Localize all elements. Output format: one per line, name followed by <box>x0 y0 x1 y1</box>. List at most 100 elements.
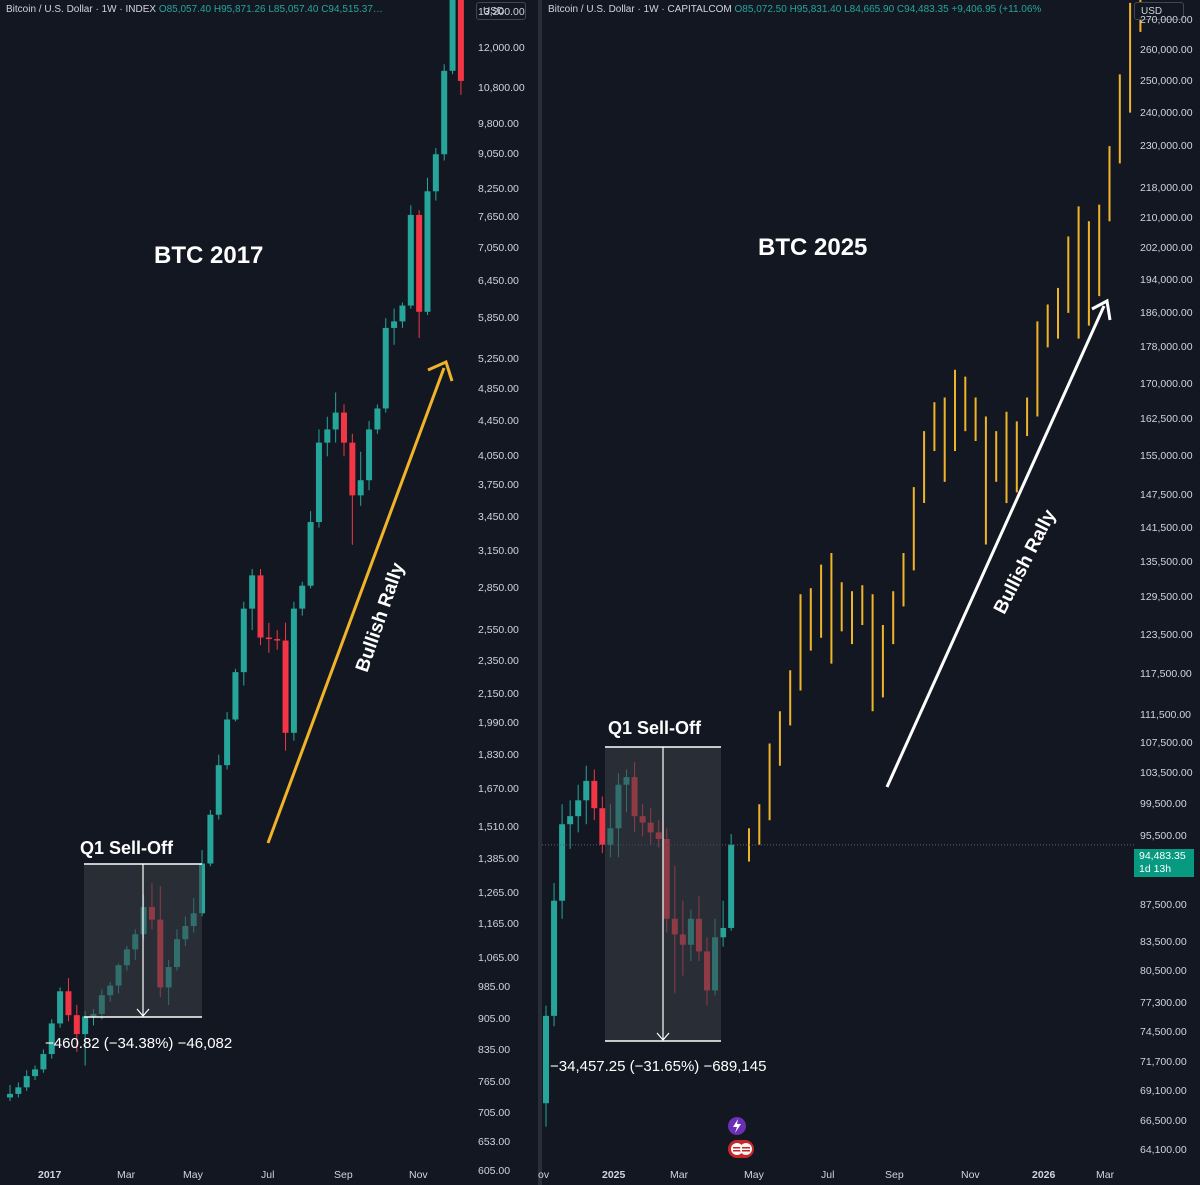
candle-body <box>249 575 256 609</box>
candle-body <box>391 321 398 328</box>
chart-panel-2025[interactable]: Bitcoin / U.S. Dollar · 1W · CAPITALCOM … <box>538 0 1200 1185</box>
price-tick-label: 230,000.00 <box>1140 140 1193 153</box>
last-price-tag: 94,483.35 1d 13h <box>1134 849 1194 877</box>
time-label: 2017 <box>38 1169 62 1181</box>
price-tick-label: 9,050.00 <box>478 148 519 161</box>
price-tick-label: 1,065.00 <box>478 952 519 965</box>
candle-body <box>599 808 606 845</box>
price-tick-label: 135,500.00 <box>1140 555 1193 568</box>
candle-body <box>720 927 727 938</box>
price-tick-label: 1,830.00 <box>478 748 519 761</box>
open-value: O85,057.40 <box>158 4 212 15</box>
high-value: H95,831.40 <box>789 4 842 15</box>
candle-body <box>357 480 364 496</box>
chart-canvas-2025[interactable] <box>542 0 1200 1185</box>
time-label: Sep <box>885 1169 904 1181</box>
chart-title: BTC 2017 <box>154 242 264 269</box>
price-tick-label: 178,000.00 <box>1140 341 1193 354</box>
time-label: Nov <box>961 1169 980 1181</box>
candle-body <box>449 0 456 71</box>
candle-body <box>567 816 574 825</box>
currency-button[interactable]: USD <box>1134 2 1184 20</box>
price-tick-label: 5,850.00 <box>478 312 519 325</box>
candle-body <box>232 672 239 720</box>
symbol-name: Bitcoin / U.S. Dollar · 1W · CAPITALCOM <box>548 4 732 15</box>
low-value: L85,057.40 <box>268 4 319 15</box>
price-tick-label: 1,265.00 <box>478 887 519 900</box>
price-tick-label: 2,150.00 <box>478 688 519 701</box>
selloff-label: Q1 Sell-Off <box>80 838 174 858</box>
selloff-label: Q1 Sell-Off <box>608 718 702 738</box>
price-tick-label: 80,500.00 <box>1140 964 1187 977</box>
price-tick-label: 162,500.00 <box>1140 412 1193 425</box>
price-tick-label: 6,450.00 <box>478 275 519 288</box>
price-tick-label: 64,100.00 <box>1140 1143 1187 1156</box>
panel-divider[interactable] <box>538 0 542 1185</box>
candle-body <box>407 214 414 306</box>
price-tick-label: 4,850.00 <box>478 382 519 395</box>
chart-panel-2017[interactable]: Bitcoin / U.S. Dollar · 1W · INDEX O85,0… <box>0 0 538 1185</box>
candle-body <box>374 408 381 430</box>
candle-body <box>332 412 339 430</box>
price-tick-label: 141,500.00 <box>1140 521 1193 534</box>
price-tick-label: 12,000.00 <box>478 42 525 55</box>
price-tick-label: 13,200.00 <box>478 6 525 19</box>
price-tick-label: 123,500.00 <box>1140 628 1193 641</box>
price-tick-label: 2,350.00 <box>478 654 519 667</box>
chart-canvas-2017[interactable] <box>0 0 538 1185</box>
time-label: Mar <box>117 1169 136 1181</box>
candle-body <box>23 1076 30 1088</box>
candle-body <box>73 1015 80 1035</box>
price-tick-label: 111,500.00 <box>1140 708 1191 721</box>
symbol-name: Bitcoin / U.S. Dollar · 1W · INDEX <box>6 4 157 15</box>
candle-body <box>207 814 214 864</box>
time-label: 2026 <box>1032 1169 1056 1181</box>
candle-body <box>559 824 566 901</box>
price-tick-label: 202,000.00 <box>1140 242 1193 255</box>
candle-body <box>199 863 206 914</box>
price-tick-label: 7,650.00 <box>478 211 519 224</box>
chart-title: BTC 2025 <box>758 234 868 261</box>
price-tick-label: 10,800.00 <box>478 81 525 94</box>
price-tick-label: 99,500.00 <box>1140 798 1187 811</box>
candle-body <box>265 637 272 640</box>
price-tick-label: 170,000.00 <box>1140 377 1193 390</box>
candle-body <box>324 429 331 443</box>
price-tick-label: 83,500.00 <box>1140 935 1187 948</box>
candle-body <box>257 575 264 638</box>
price-tick-label: 210,000.00 <box>1140 211 1193 224</box>
price-tick-label: 3,150.00 <box>478 544 519 557</box>
lightning-icon[interactable] <box>728 1117 746 1135</box>
us-flag-icon[interactable] <box>728 1140 754 1158</box>
candle-body <box>432 154 439 192</box>
price-tick-label: 905.00 <box>478 1013 511 1026</box>
price-tick-label: 4,450.00 <box>478 414 519 427</box>
measure-arrow-head <box>136 1008 150 1017</box>
price-tick-label: 147,500.00 <box>1140 489 1193 502</box>
candle-body <box>15 1087 22 1094</box>
candle-body <box>424 191 431 312</box>
price-tick-label: 985.00 <box>478 981 511 994</box>
candle-body <box>382 327 389 409</box>
price-tick-label: 77,300.00 <box>1140 996 1187 1009</box>
price-tick-label: 4,050.00 <box>478 450 519 463</box>
symbol-header-2025: Bitcoin / U.S. Dollar · 1W · CAPITALCOM … <box>548 4 1133 15</box>
candle-body <box>40 1054 47 1070</box>
low-value: L84,665.90 <box>844 4 895 15</box>
candle-body <box>366 429 373 481</box>
candle-body <box>240 608 247 673</box>
candle-body <box>441 70 448 155</box>
measure-arrow-head <box>656 1032 670 1041</box>
time-label: May <box>183 1169 203 1181</box>
price-tick-label: 7,050.00 <box>478 242 519 255</box>
price-tick-label: 653.00 <box>478 1135 511 1148</box>
time-label: Mar <box>670 1169 689 1181</box>
price-tick-label: 260,000.00 <box>1140 43 1193 56</box>
candle-body <box>7 1093 13 1098</box>
candle-body <box>299 585 306 609</box>
currency-button[interactable]: USD <box>476 2 526 20</box>
candle-body <box>457 0 464 81</box>
time-label: May <box>744 1169 764 1181</box>
candle-body <box>575 800 582 817</box>
price-tick-label: 1,670.00 <box>478 783 519 796</box>
